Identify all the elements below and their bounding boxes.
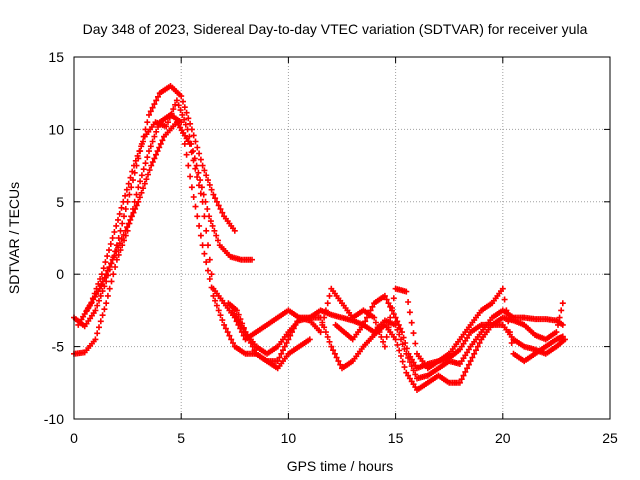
data-point-markers xyxy=(332,292,566,372)
grid-lines xyxy=(74,57,610,419)
y-axis-label: SDTVAR / TECUs xyxy=(6,182,22,294)
x-tick-label: 5 xyxy=(177,430,185,446)
y-tick-label: 5 xyxy=(56,194,64,210)
chart-title: Day 348 of 2023, Sidereal Day-to-day VTE… xyxy=(83,21,588,37)
data-series-arc-2 xyxy=(75,97,255,328)
data-series xyxy=(71,83,568,393)
axis-ticks: 0 5 10 15 20 25 -10 -5 0 5 10 15 xyxy=(44,49,618,446)
data-series-arc-4 xyxy=(83,119,566,382)
x-tick-label: 0 xyxy=(70,430,78,446)
plot-border xyxy=(73,56,611,420)
data-point-markers xyxy=(229,285,566,372)
data-series-arc-6 xyxy=(229,285,566,372)
data-point-markers xyxy=(83,119,566,382)
data-series-arc-7 xyxy=(332,292,566,372)
y-tick-label: 15 xyxy=(48,49,64,65)
x-tick-label: 10 xyxy=(281,430,297,446)
x-tick-label: 20 xyxy=(495,430,511,446)
y-tick-label: 0 xyxy=(56,266,64,282)
x-tick-label: 25 xyxy=(602,430,618,446)
y-tick-label: -10 xyxy=(44,411,64,427)
y-tick-label: 10 xyxy=(48,121,64,137)
x-tick-label: 15 xyxy=(388,430,404,446)
data-point-markers xyxy=(75,97,255,328)
y-tick-label: -5 xyxy=(52,339,65,355)
x-axis-label: GPS time / hours xyxy=(287,458,394,474)
